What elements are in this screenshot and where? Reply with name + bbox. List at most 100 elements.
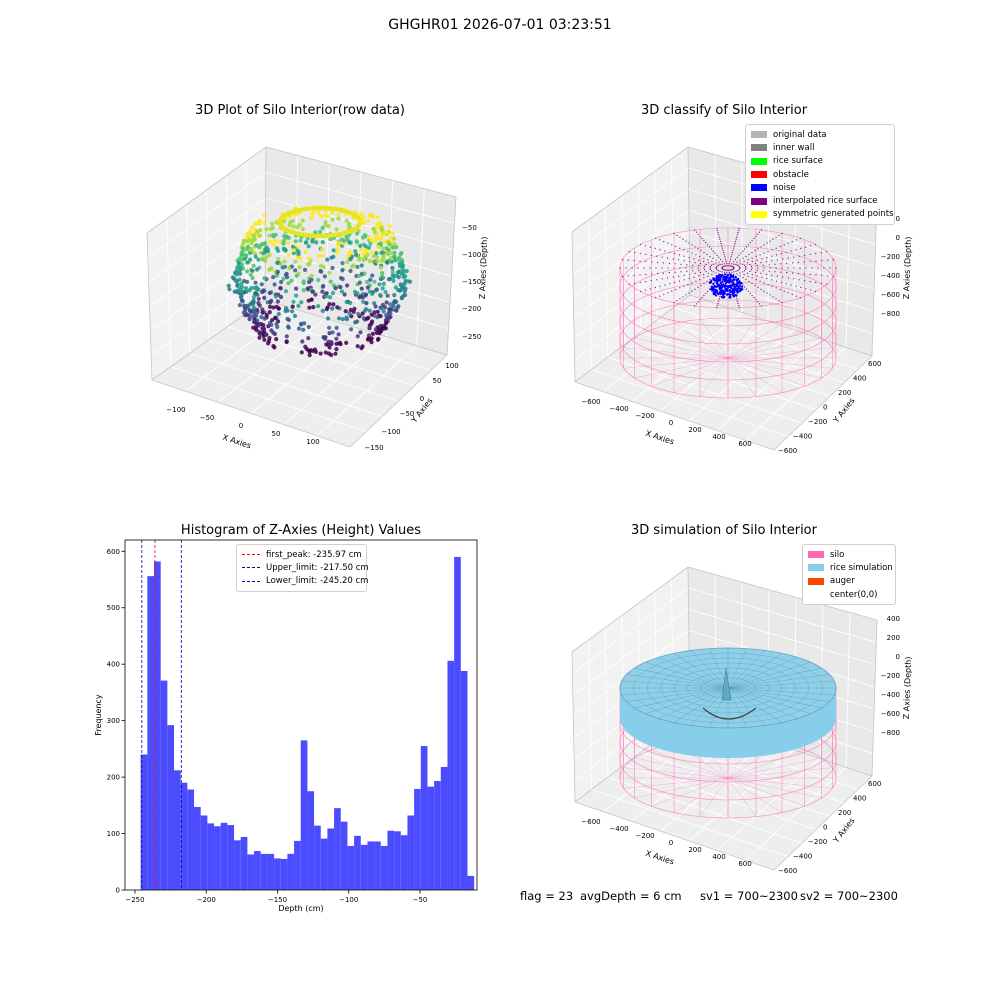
p4-y-tick-label: −400: [793, 853, 812, 861]
histogram-bar: [294, 840, 301, 890]
p1-point: [381, 254, 386, 259]
p2-surface-dot: [726, 263, 728, 265]
p2-noise-point: [732, 278, 735, 281]
p2-surface-dot: [703, 282, 705, 284]
p2-noise-point: [723, 295, 726, 299]
p4-rice-mesh: [690, 687, 729, 726]
p4-edge: [871, 619, 878, 777]
p2-surface-dot: [787, 242, 789, 244]
p2-surface-dot: [703, 273, 705, 276]
p1-point: [374, 287, 379, 292]
p1-point: [338, 285, 343, 290]
p2-x-axis-label: X Axies: [644, 429, 675, 447]
p1-point: [400, 264, 405, 269]
p2-x-tick-label: −600: [581, 398, 600, 406]
p1-point: [309, 277, 314, 282]
p2-surface-dot: [639, 252, 641, 255]
p2-edge: [574, 381, 775, 451]
p1-point: [251, 294, 257, 299]
p2-noise-point: [720, 295, 723, 298]
p2-y-tick-label: −600: [778, 447, 797, 455]
p2-surface-dot: [710, 248, 712, 250]
p1-point: [249, 247, 254, 252]
p2-surface-dot: [718, 298, 720, 300]
p1-y-tick-label: 100: [445, 362, 458, 370]
p2-noise-point: [713, 277, 716, 280]
p1-point: [395, 257, 400, 262]
p2-noise-point: [726, 280, 729, 283]
p2-surface-dot: [755, 299, 757, 301]
p1-point: [331, 254, 336, 259]
p2-surface-dot: [731, 265, 733, 267]
panel2-legend-swatch: [751, 197, 767, 205]
p1-point: [278, 294, 284, 300]
p1-edge: [265, 146, 457, 198]
p1-edge: [349, 354, 448, 448]
p2-noise-point: [731, 293, 734, 296]
p1-point: [309, 215, 314, 220]
p2-surface-dot: [730, 269, 732, 271]
histogram-bar: [340, 821, 348, 890]
p1-point: [238, 266, 243, 271]
p1-point: [388, 302, 393, 307]
p2-surface-dot: [751, 239, 753, 242]
p2-surface-dot: [763, 290, 765, 292]
p2-surface-dot: [667, 242, 669, 244]
p2-surface-dot: [703, 265, 706, 267]
p2-surface-dot: [667, 292, 669, 294]
p1-point: [362, 221, 367, 226]
p1-point: [362, 271, 367, 276]
p2-surface-dot: [735, 270, 737, 272]
p2-surface-dot: [756, 265, 758, 267]
p2-surface-dot: [688, 277, 690, 279]
p2-surface-dot: [739, 259, 741, 261]
p1-point: [336, 240, 341, 245]
p1-point: [399, 295, 404, 300]
histogram-bar: [260, 853, 268, 890]
p2-surface-dot: [627, 259, 629, 261]
p2-surface-dot: [707, 275, 709, 277]
p2-surface-dot: [803, 261, 805, 263]
p2-silo-spoke: [727, 347, 833, 359]
p2-surface-dot: [697, 267, 699, 269]
p2-surface-dot: [731, 254, 733, 256]
p2-surface-dot: [654, 247, 656, 249]
p1-point: [257, 303, 262, 308]
p2-surface-dot: [747, 259, 749, 261]
p2-surface-dot: [655, 267, 657, 269]
p2-surface-dot: [716, 227, 718, 229]
p2-surface-dot: [715, 259, 717, 261]
p1-point: [260, 256, 265, 261]
p1-point: [288, 220, 293, 225]
p2-surface-dot: [766, 292, 768, 294]
p2-surface-dot: [711, 270, 713, 272]
p2-surface-dot: [716, 307, 718, 309]
p2-surface-dot: [627, 275, 629, 277]
p4-edge: [773, 775, 873, 871]
p2-surface-dot: [756, 269, 758, 271]
p2-surface-dot: [738, 227, 740, 229]
p2-surface-dot: [775, 267, 777, 269]
p2-surface-dot: [628, 251, 630, 253]
p1-point: [270, 233, 275, 238]
p1-point: [364, 248, 369, 253]
p1-point: [301, 281, 306, 286]
p4-z-tick-label: −200: [881, 672, 900, 680]
p2-noise-point: [713, 292, 717, 295]
p1-point: [307, 353, 312, 358]
p1-point: [347, 311, 352, 316]
p2-surface-dot: [689, 261, 691, 263]
p1-point: [318, 268, 323, 274]
p2-noise-point: [725, 284, 729, 288]
p1-point: [248, 272, 253, 277]
p1-point: [313, 292, 318, 297]
p2-surface-dot: [680, 271, 682, 273]
p1-point: [328, 237, 333, 242]
p2-surface-dot: [809, 260, 811, 263]
p4-y-tick-label: −200: [808, 838, 827, 846]
histogram-legend-line: [242, 580, 260, 582]
p4-silo-spoke: [673, 777, 729, 813]
p1-point: [384, 313, 389, 318]
p1-point: [334, 227, 339, 232]
p4-rice-mesh: [727, 650, 766, 689]
